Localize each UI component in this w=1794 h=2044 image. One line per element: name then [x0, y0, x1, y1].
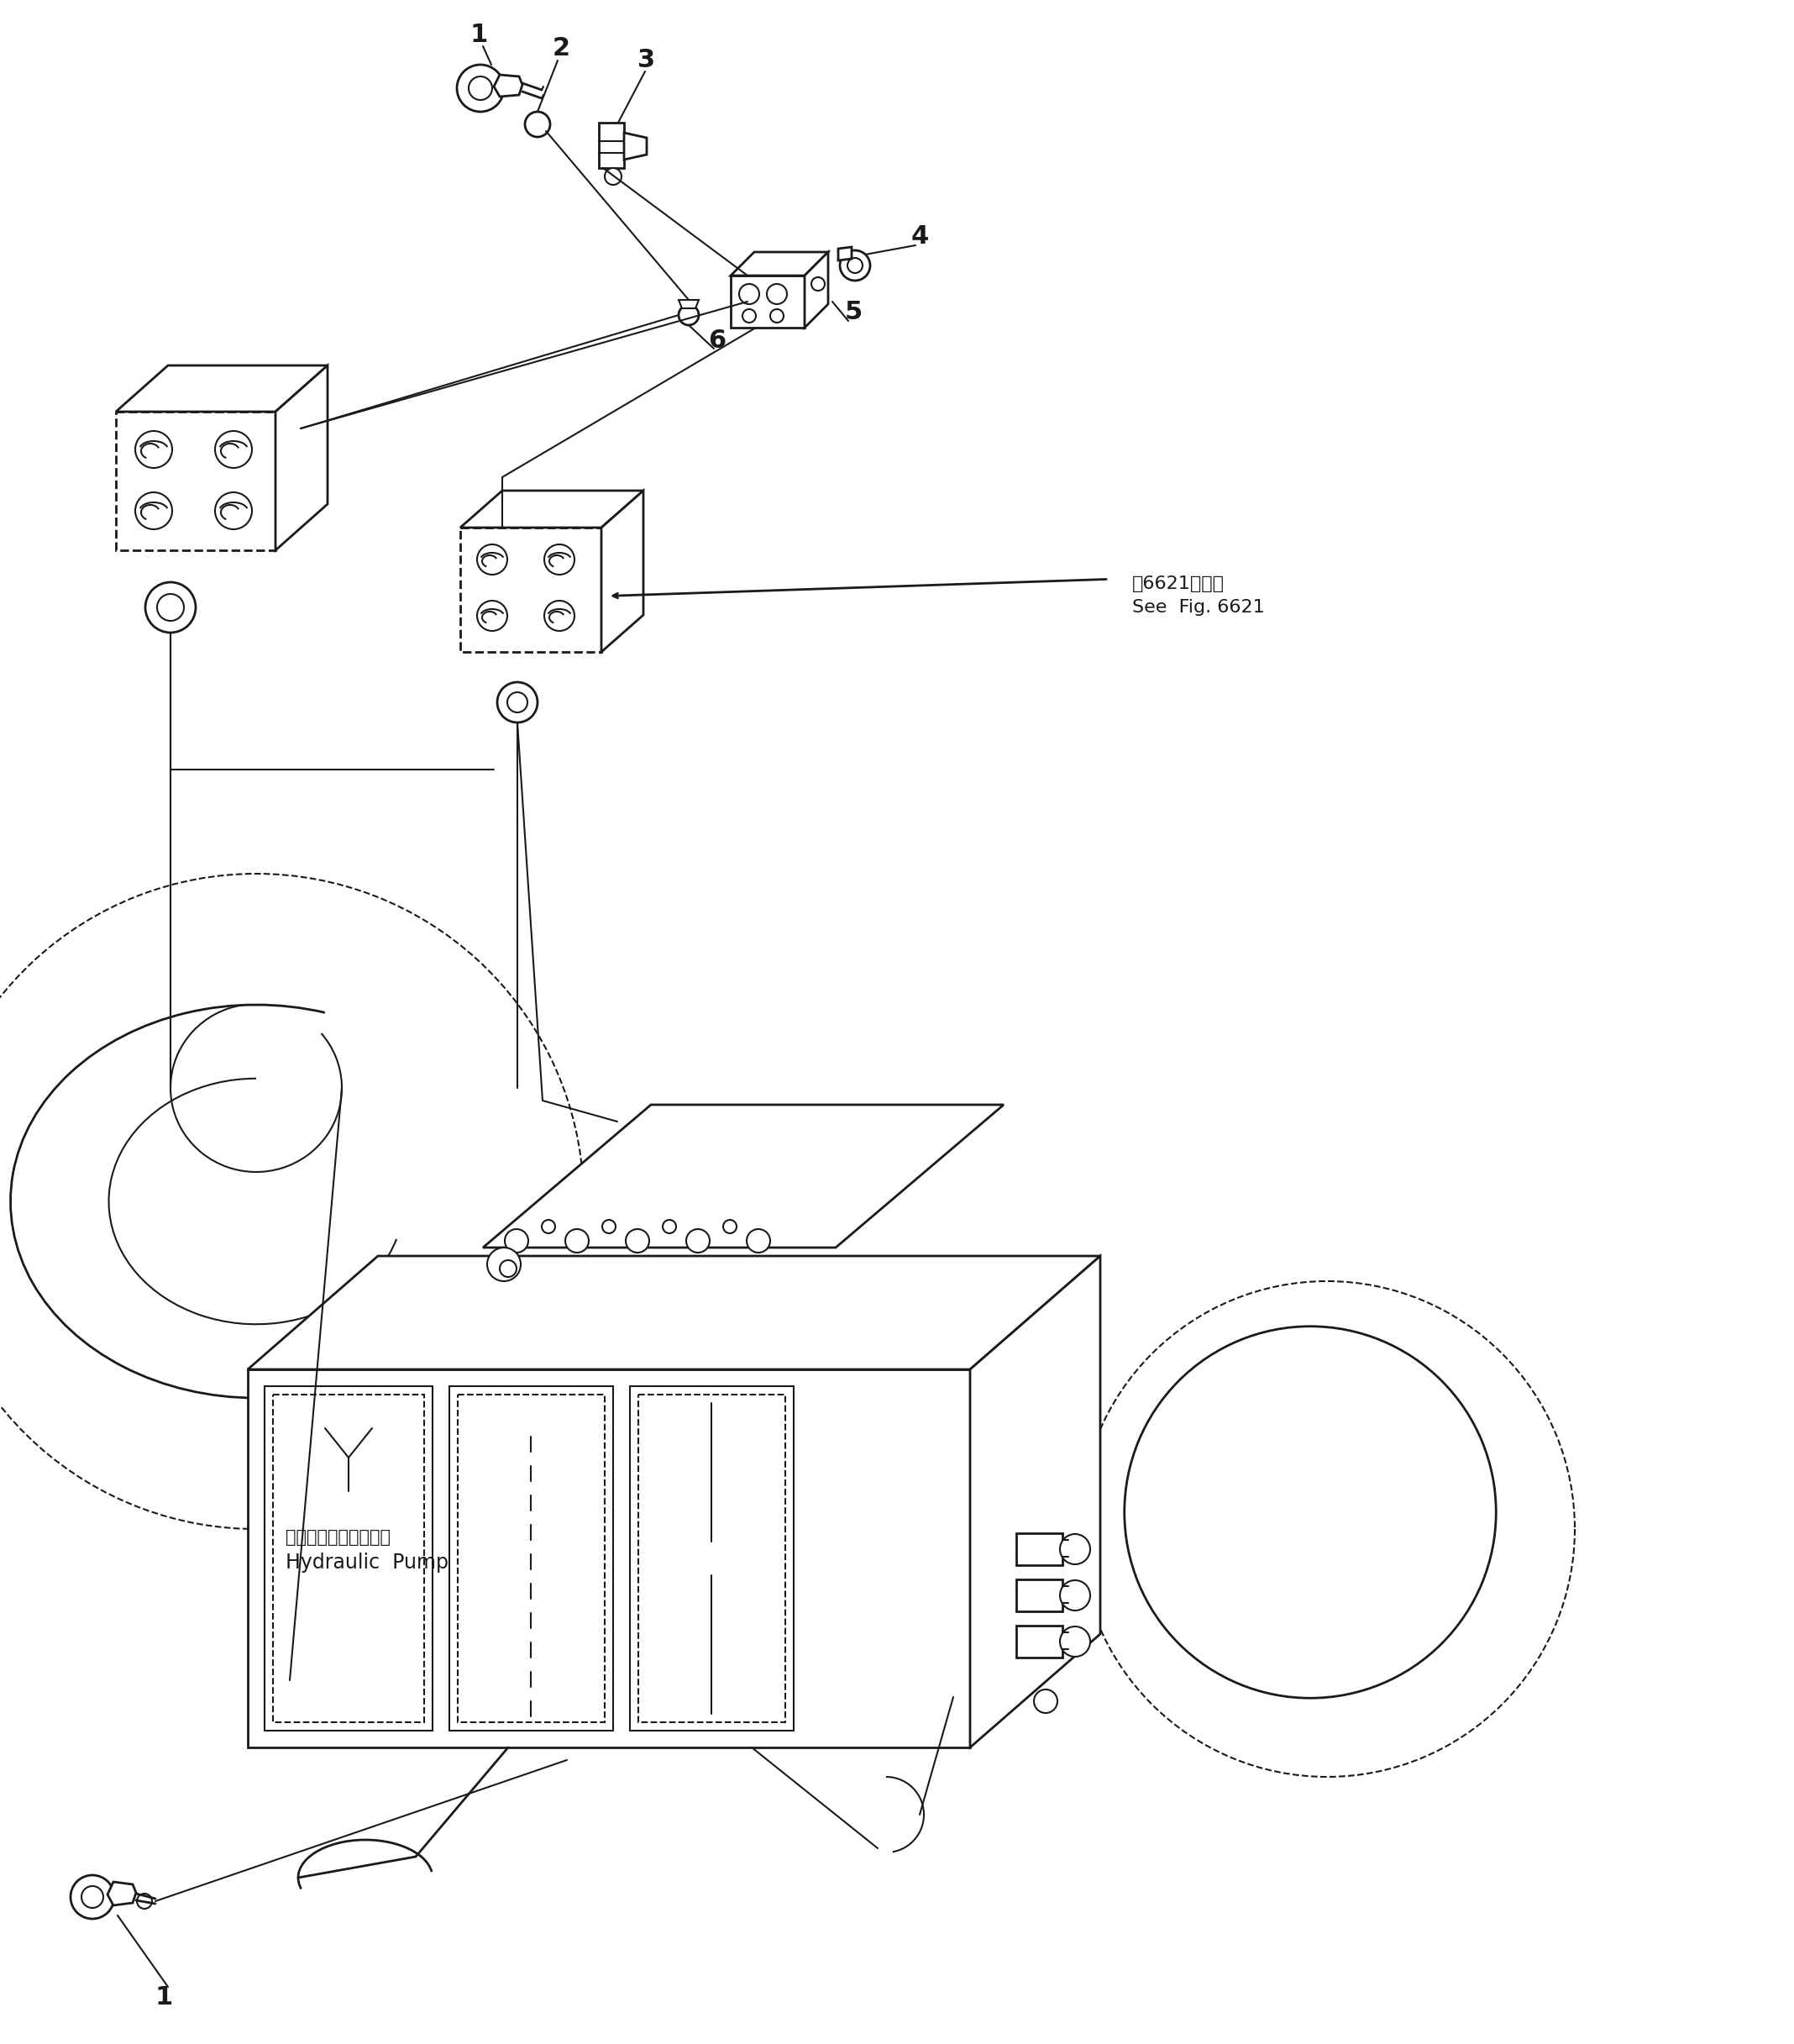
Polygon shape	[117, 411, 276, 550]
Text: 5: 5	[845, 300, 863, 325]
Text: 1: 1	[154, 1985, 172, 2009]
Polygon shape	[730, 251, 829, 276]
Polygon shape	[248, 1255, 1100, 1369]
Polygon shape	[678, 300, 700, 309]
Circle shape	[145, 583, 196, 632]
Circle shape	[70, 1874, 115, 1919]
Circle shape	[603, 1220, 615, 1233]
Text: Hydraulic  Pump: Hydraulic Pump	[285, 1553, 448, 1572]
Circle shape	[662, 1220, 676, 1233]
Circle shape	[158, 595, 185, 621]
Circle shape	[215, 493, 251, 529]
Polygon shape	[806, 251, 829, 327]
Circle shape	[847, 258, 863, 274]
Circle shape	[840, 249, 870, 280]
Circle shape	[605, 168, 621, 184]
Polygon shape	[276, 366, 328, 550]
Text: See  Fig. 6621: See Fig. 6621	[1132, 599, 1265, 615]
Bar	[1015, 1625, 1062, 1658]
Circle shape	[626, 1228, 649, 1253]
Circle shape	[526, 112, 551, 137]
Text: 2: 2	[553, 37, 570, 61]
Text: 1: 1	[470, 22, 488, 47]
Polygon shape	[838, 247, 852, 260]
Circle shape	[746, 1228, 770, 1253]
Bar	[639, 1394, 786, 1723]
Circle shape	[770, 309, 784, 323]
Polygon shape	[601, 491, 644, 652]
Polygon shape	[108, 1883, 136, 1905]
Polygon shape	[730, 276, 806, 327]
Polygon shape	[624, 133, 646, 159]
Circle shape	[501, 1261, 517, 1278]
Circle shape	[81, 1887, 104, 1907]
Polygon shape	[264, 1386, 432, 1731]
Circle shape	[766, 284, 788, 305]
Circle shape	[215, 431, 251, 468]
Circle shape	[1060, 1580, 1091, 1611]
Polygon shape	[448, 1386, 614, 1731]
Bar	[457, 1394, 605, 1723]
Circle shape	[488, 1247, 520, 1282]
Circle shape	[1060, 1627, 1091, 1658]
Text: ハイドロリックボンプ: ハイドロリックボンプ	[285, 1529, 391, 1545]
Circle shape	[1033, 1690, 1057, 1713]
Text: 第6621図参照: 第6621図参照	[1132, 576, 1225, 593]
Polygon shape	[117, 366, 328, 411]
Polygon shape	[461, 527, 601, 652]
Circle shape	[565, 1228, 588, 1253]
Circle shape	[739, 284, 759, 305]
Circle shape	[497, 683, 538, 722]
Text: 6: 6	[709, 329, 727, 352]
Circle shape	[136, 1893, 152, 1909]
Circle shape	[477, 544, 508, 574]
Bar	[1015, 1580, 1062, 1611]
Circle shape	[457, 65, 504, 112]
Circle shape	[811, 278, 825, 290]
Circle shape	[544, 601, 574, 632]
Circle shape	[544, 544, 574, 574]
Circle shape	[477, 601, 508, 632]
Text: 3: 3	[639, 49, 655, 74]
Circle shape	[468, 76, 492, 100]
Polygon shape	[493, 76, 522, 96]
Circle shape	[135, 431, 172, 468]
Bar	[273, 1394, 423, 1723]
Circle shape	[743, 309, 755, 323]
Polygon shape	[483, 1104, 1003, 1247]
Polygon shape	[599, 123, 624, 168]
Circle shape	[135, 493, 172, 529]
Circle shape	[508, 693, 527, 713]
Polygon shape	[630, 1386, 793, 1731]
Circle shape	[542, 1220, 554, 1233]
Polygon shape	[971, 1255, 1100, 1748]
Circle shape	[504, 1228, 527, 1253]
Circle shape	[685, 1228, 710, 1253]
Bar	[1015, 1533, 1062, 1566]
Polygon shape	[461, 491, 644, 527]
Text: 4: 4	[911, 225, 929, 249]
Circle shape	[678, 305, 700, 325]
Polygon shape	[248, 1369, 971, 1748]
Circle shape	[1060, 1535, 1091, 1564]
Circle shape	[723, 1220, 737, 1233]
